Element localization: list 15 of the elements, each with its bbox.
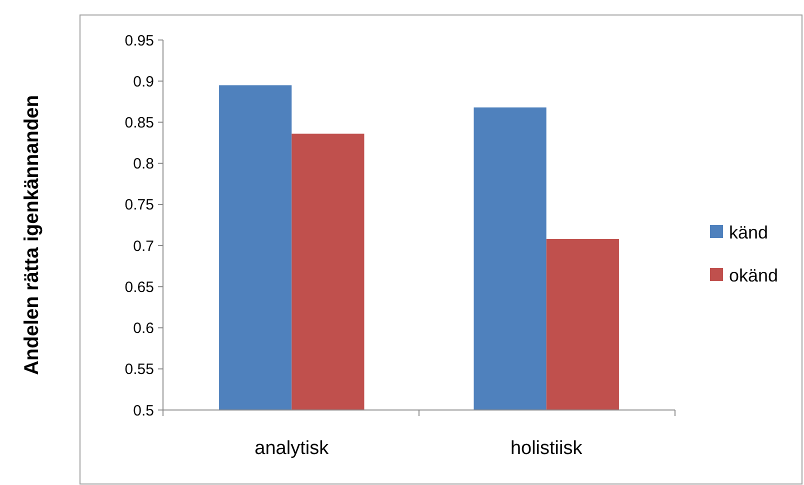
y-tick-label: 0.65 [124, 278, 154, 296]
y-tick-label: 0.55 [124, 361, 154, 378]
y-tick-label: 0.85 [124, 114, 154, 132]
y-axis-title: Andelen rätta igenkännanden [21, 94, 43, 376]
legend-label: okänd [729, 265, 778, 286]
x-tick-label: analytisk [254, 438, 330, 459]
y-tick-label: 0.5 [133, 402, 154, 420]
y-tick-label: 0.75 [124, 196, 154, 214]
y-tick-label: 0.9 [133, 73, 154, 90]
x-tick-label: holistiisk [510, 438, 583, 459]
legend-label: känd [729, 222, 768, 242]
y-tick-label: 0.6 [133, 320, 154, 338]
y-tick-label: 0.8 [133, 156, 154, 173]
y-tick-label: 0.7 [133, 238, 154, 255]
y-tick-label: 0.95 [124, 32, 154, 50]
